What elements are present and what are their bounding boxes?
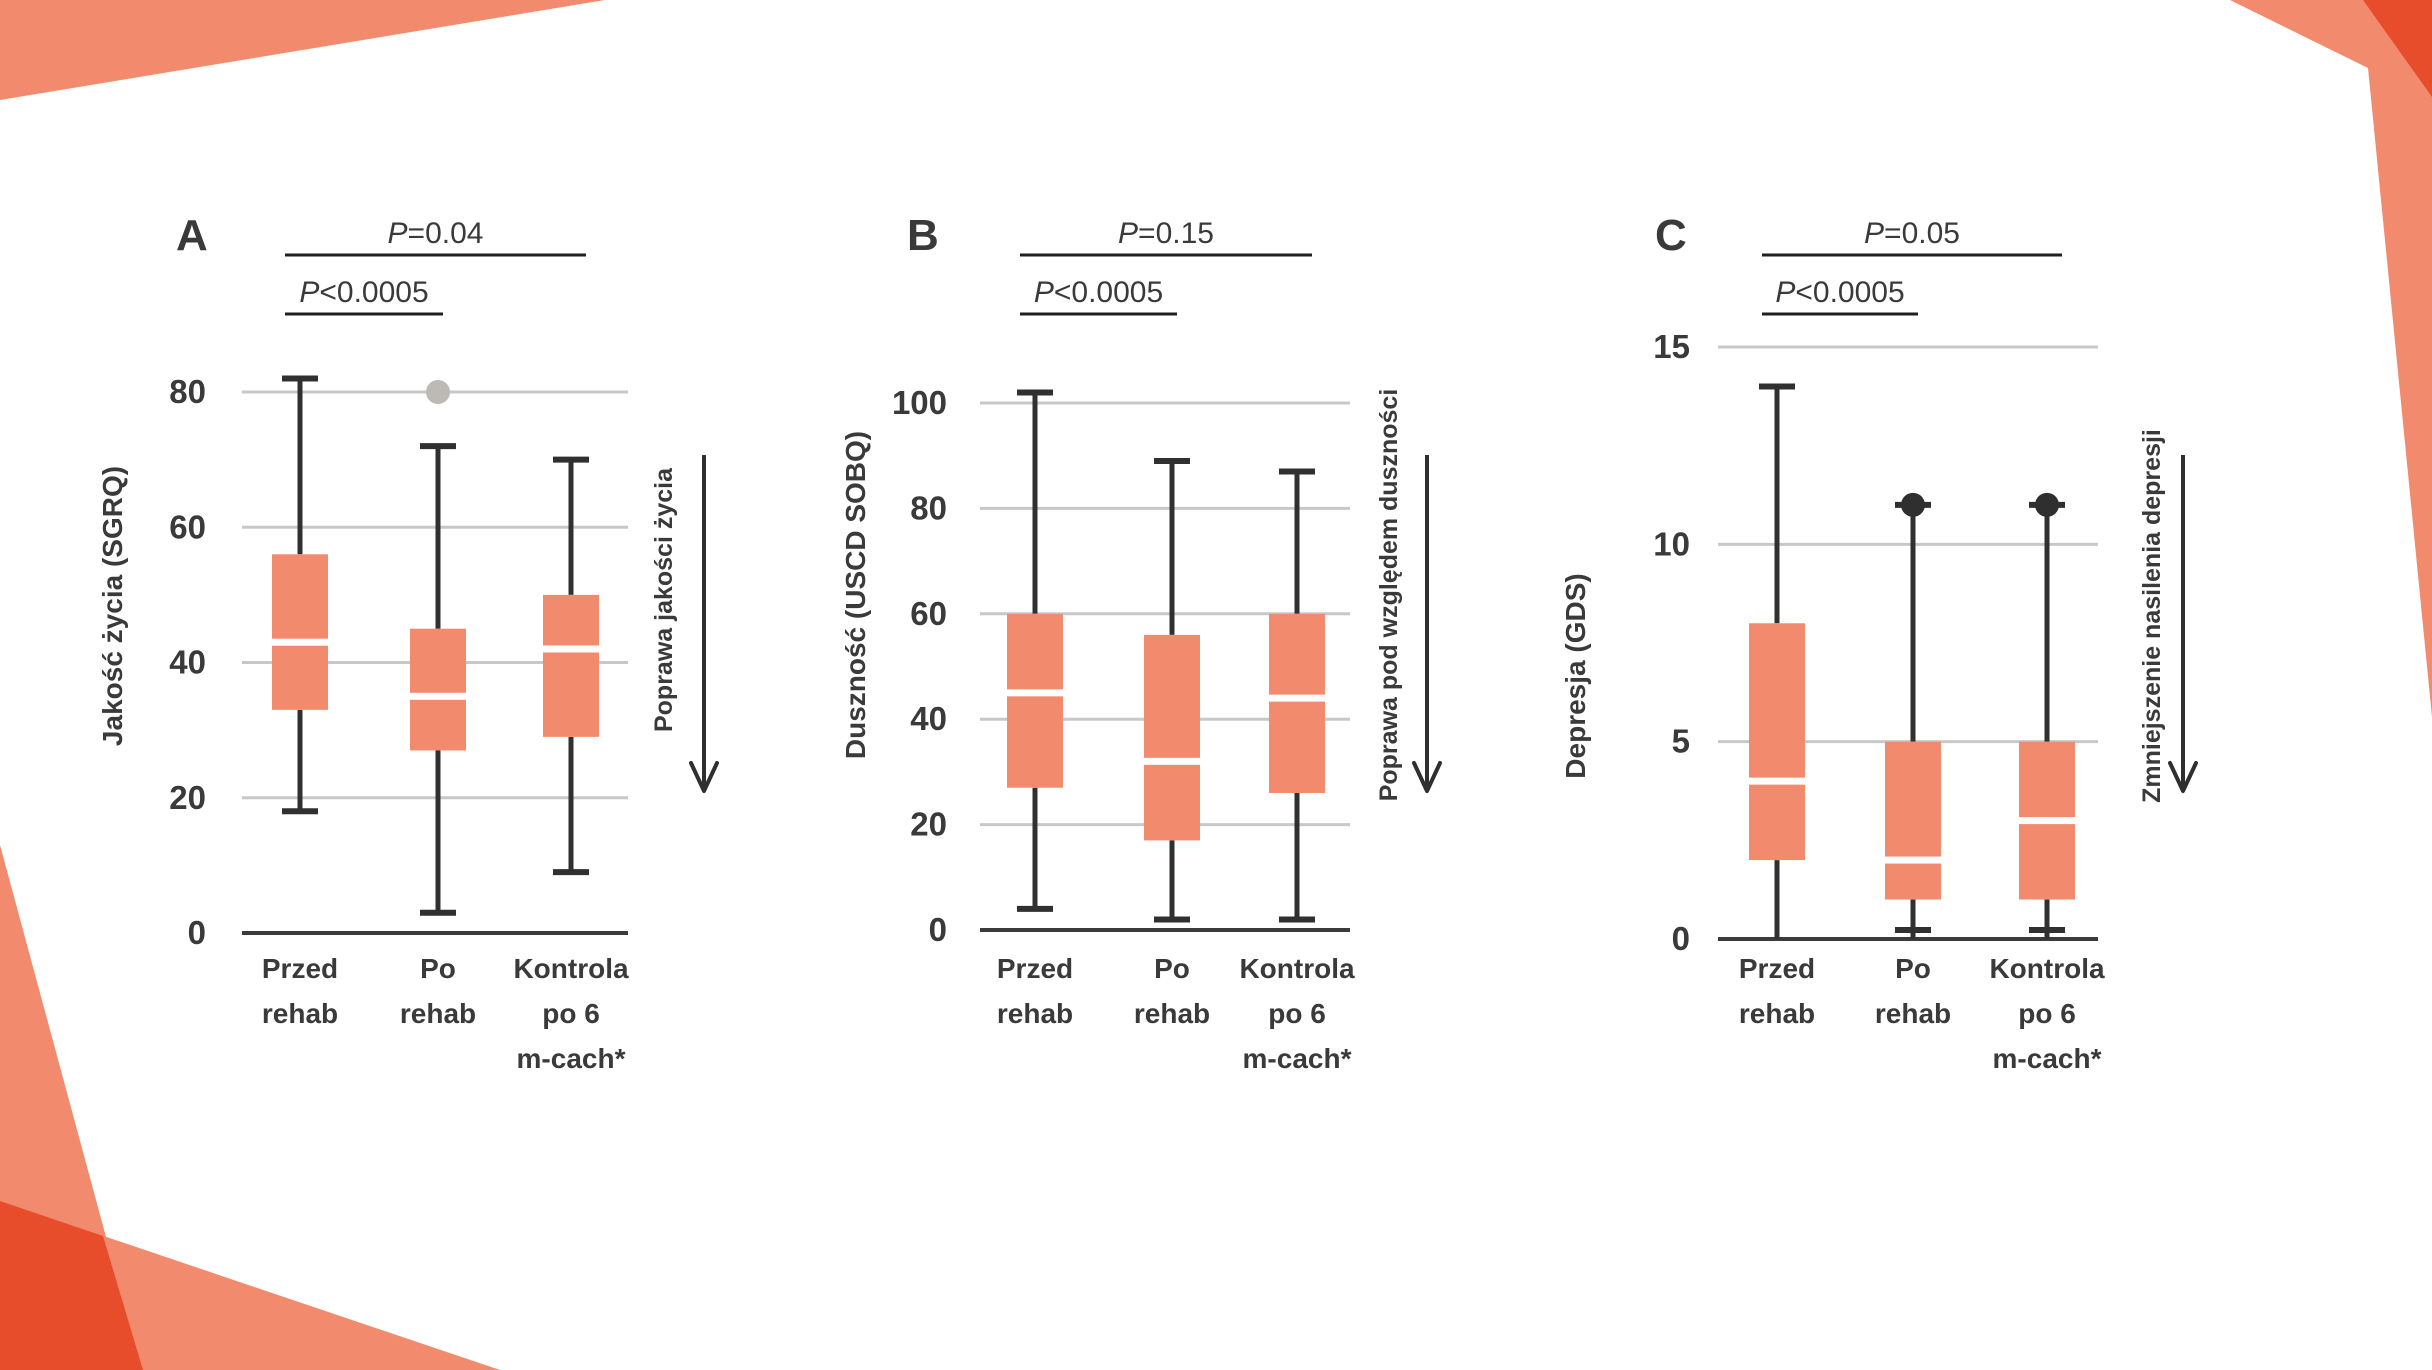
y-tick-label-20: 20 bbox=[910, 806, 947, 843]
panel-b: 0 20 40 60 80 100 B Duszność (USCD SOBQ) Przed re… bbox=[840, 211, 1442, 1074]
improvement-arrow-label: Poprawa pod względem duszności bbox=[1375, 389, 1403, 802]
median-line bbox=[272, 638, 328, 646]
decoration-top-right-dark-triangle bbox=[2363, 0, 2432, 97]
y-tick-label-0: 0 bbox=[1672, 920, 1690, 957]
category-label-line2: rehab bbox=[1134, 998, 1210, 1029]
y-tick-label-40: 40 bbox=[169, 644, 206, 681]
box-group-1: Przed rehab bbox=[262, 375, 338, 1029]
y-tick-label-10: 10 bbox=[1653, 525, 1690, 562]
y-tick-label-100: 100 bbox=[892, 384, 947, 421]
iqr-box bbox=[272, 554, 328, 710]
category-label-line1: Po bbox=[420, 953, 456, 984]
category-label-line2: rehab bbox=[1739, 998, 1815, 1029]
category-label-line2: po 6 bbox=[542, 998, 600, 1029]
category-label-line1: Kontrola bbox=[513, 953, 629, 984]
median-line bbox=[543, 645, 599, 653]
significance-label-1: P=0.04 bbox=[388, 217, 484, 250]
improvement-arrow-label: Zmniejszenie nasilenia depresji bbox=[2138, 429, 2166, 803]
outlier-dot-gray bbox=[426, 380, 450, 404]
y-tick-label-60: 60 bbox=[910, 595, 947, 632]
improvement-arrow-label: Poprawa jakości życia bbox=[650, 467, 678, 732]
decoration-top-right-band bbox=[2230, 0, 2432, 717]
category-label-line1: Przed bbox=[997, 953, 1073, 984]
significance-label-2: P<0.0005 bbox=[299, 276, 428, 309]
box-group-1: Przed rehab bbox=[997, 389, 1073, 1029]
box-group-2: Po rehab bbox=[400, 380, 476, 1029]
y-tick-label-0: 0 bbox=[929, 911, 947, 948]
iqr-box bbox=[1749, 623, 1805, 861]
category-label-line1: Przed bbox=[1739, 953, 1815, 984]
category-label-line1: Po bbox=[1895, 953, 1931, 984]
iqr-box bbox=[543, 594, 599, 737]
y-tick-label-60: 60 bbox=[169, 508, 206, 545]
box-group-2: Po rehab bbox=[1875, 492, 1951, 1029]
box-group-3: Kontrola po 6 m-cach* bbox=[513, 456, 629, 1074]
improvement-arrow-head bbox=[689, 761, 719, 793]
y-tick-label-0: 0 bbox=[188, 914, 206, 951]
y-tick-label-5: 5 bbox=[1672, 723, 1690, 760]
outlier-dot-black bbox=[2035, 492, 2059, 517]
significance-label-1: P=0.15 bbox=[1118, 217, 1214, 250]
median-line bbox=[1885, 856, 1941, 864]
panel-c: 0 5 10 15 C Depresja (GDS) Przed rehab Po rehab Ko… bbox=[1560, 211, 2198, 1074]
median-line bbox=[1749, 777, 1805, 785]
iqr-box bbox=[1885, 741, 1941, 900]
box-group-3: Kontrola po 6 m-cach* bbox=[1239, 468, 1355, 1074]
median-line bbox=[1007, 689, 1063, 697]
category-label-line3: m-cach* bbox=[517, 1043, 626, 1074]
median-line bbox=[1269, 694, 1325, 702]
category-label-line1: Kontrola bbox=[1239, 953, 1355, 984]
category-label-line2: rehab bbox=[1875, 998, 1951, 1029]
panel-letter-b: B bbox=[907, 211, 939, 260]
category-label-line1: Przed bbox=[262, 953, 338, 984]
category-label-line1: Po bbox=[1154, 953, 1190, 984]
decoration-bottom-left-dark-quad bbox=[0, 1201, 143, 1370]
decoration-top-left-triangle bbox=[0, 0, 605, 100]
y-tick-label-80: 80 bbox=[169, 373, 206, 410]
y-axis-title: Jakość życia (SGRQ) bbox=[97, 466, 128, 746]
iqr-box bbox=[410, 628, 466, 751]
significance-label-2: P<0.0005 bbox=[1775, 276, 1904, 309]
median-line bbox=[2019, 817, 2075, 825]
category-label-line3: m-cach* bbox=[1993, 1043, 2102, 1074]
iqr-box bbox=[1269, 613, 1325, 793]
category-label-line2: po 6 bbox=[2018, 998, 2076, 1029]
iqr-box bbox=[1007, 613, 1063, 788]
box-group-3: Kontrola po 6 m-cach* bbox=[1989, 492, 2105, 1074]
improvement-arrow-head bbox=[2168, 761, 2198, 793]
category-label-line1: Kontrola bbox=[1989, 953, 2105, 984]
panel-letter-c: C bbox=[1655, 211, 1687, 260]
y-tick-label-20: 20 bbox=[169, 779, 206, 816]
y-axis-title: Duszność (USCD SOBQ) bbox=[840, 431, 871, 759]
significance-label-1: P=0.05 bbox=[1864, 217, 1960, 250]
y-tick-label-40: 40 bbox=[910, 700, 947, 737]
category-label-line2: po 6 bbox=[1268, 998, 1326, 1029]
box-group-2: Po rehab bbox=[1134, 457, 1210, 1029]
y-tick-label-15: 15 bbox=[1653, 328, 1690, 365]
category-label-line3: m-cach* bbox=[1243, 1043, 1352, 1074]
category-label-line2: rehab bbox=[997, 998, 1073, 1029]
median-line bbox=[1144, 757, 1200, 765]
y-tick-label-80: 80 bbox=[910, 489, 947, 526]
iqr-box bbox=[1144, 634, 1200, 841]
category-label-line2: rehab bbox=[400, 998, 476, 1029]
outlier-dot-black bbox=[1901, 492, 1925, 517]
box-group-1: Przed rehab bbox=[1739, 383, 1815, 1029]
significance-label-2: P<0.0005 bbox=[1034, 276, 1163, 309]
panel-letter-a: A bbox=[176, 211, 208, 260]
median-line bbox=[410, 692, 466, 700]
y-axis-title: Depresja (GDS) bbox=[1560, 573, 1591, 778]
improvement-arrow-head bbox=[1412, 761, 1442, 793]
category-label-line2: rehab bbox=[262, 998, 338, 1029]
